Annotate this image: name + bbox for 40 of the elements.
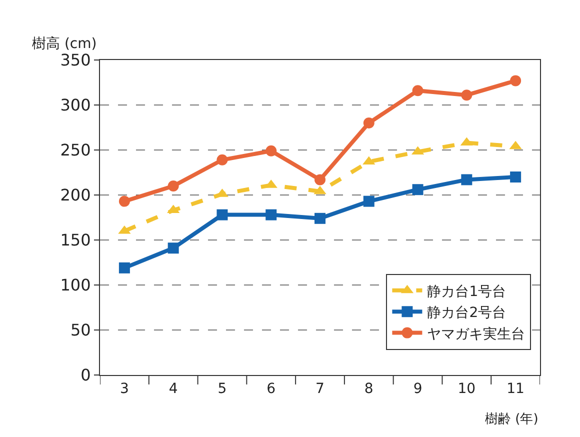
x-tick-label: 8 [364, 380, 374, 397]
point [216, 209, 228, 220]
x-tick-label: 6 [266, 380, 276, 397]
y-tick-label: 50 [70, 320, 91, 340]
y-tick-label: 150 [60, 230, 91, 250]
x-tick-label: 3 [120, 380, 129, 397]
y-tick-label: 0 [80, 366, 91, 385]
x-tick-label: 10 [458, 380, 476, 397]
point [216, 154, 228, 166]
y-tick-label: 300 [60, 96, 91, 115]
point [266, 209, 277, 220]
legend-label: 静カ台1号台 [427, 284, 506, 300]
point [314, 212, 326, 224]
point [510, 172, 522, 182]
point [168, 242, 179, 254]
point [461, 174, 472, 186]
legend-label: ヤマガキ実生台 [427, 326, 526, 342]
y-axis-title: 樹高 (cm) [32, 36, 97, 52]
y-tick-label: 100 [60, 276, 91, 295]
point [118, 262, 130, 274]
point [118, 196, 130, 207]
y-tick-label: 200 [60, 186, 91, 205]
x-tick-label: 4 [168, 380, 178, 397]
x-tick-label: 9 [413, 380, 422, 397]
point [412, 184, 424, 196]
point [461, 90, 472, 101]
y-tick-label: 350 [60, 50, 91, 70]
point [314, 174, 326, 186]
point [363, 196, 374, 207]
y-tick-label: 250 [60, 140, 91, 160]
x-tick-label: 7 [316, 380, 324, 397]
x-tick-label: 11 [506, 380, 524, 397]
point [510, 75, 522, 86]
x-tick-label: 5 [218, 380, 227, 397]
point [168, 180, 179, 192]
point [412, 85, 424, 96]
point [266, 145, 277, 156]
point [363, 118, 374, 128]
legend-label: 静カ台2号台 [427, 305, 506, 322]
x-axis-title: 樹齢 (年) [485, 412, 538, 427]
